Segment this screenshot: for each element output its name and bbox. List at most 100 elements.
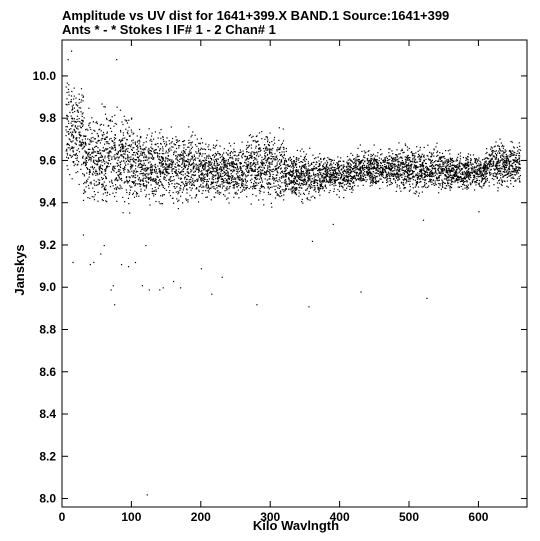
data-point <box>355 161 356 162</box>
data-point <box>92 167 93 168</box>
data-point <box>317 180 318 181</box>
data-point <box>254 159 255 160</box>
data-point <box>280 173 281 174</box>
data-point <box>398 165 399 166</box>
data-point <box>347 171 348 172</box>
data-point <box>66 149 67 150</box>
data-point <box>151 179 152 180</box>
data-point <box>101 168 102 169</box>
data-point <box>280 147 281 148</box>
data-point <box>181 154 182 155</box>
data-point <box>221 176 222 177</box>
data-point <box>97 160 98 161</box>
data-point <box>403 184 404 185</box>
data-point <box>394 174 395 175</box>
data-point <box>170 163 171 164</box>
data-point <box>184 156 185 157</box>
data-point <box>247 141 248 142</box>
data-point <box>156 191 157 192</box>
data-point <box>106 162 107 163</box>
data-point <box>406 181 407 182</box>
data-point <box>85 145 86 146</box>
data-point <box>330 190 331 191</box>
data-point <box>202 167 203 168</box>
data-point <box>126 177 127 178</box>
data-point <box>344 189 345 190</box>
data-point <box>137 183 138 184</box>
data-point <box>176 175 177 176</box>
data-point <box>115 184 116 185</box>
data-point <box>368 155 369 156</box>
data-point <box>384 158 385 159</box>
data-point <box>379 172 380 173</box>
data-point <box>404 164 405 165</box>
data-point <box>172 173 173 174</box>
data-point <box>269 188 270 189</box>
data-point <box>444 161 445 162</box>
data-point <box>104 150 105 151</box>
data-point <box>442 181 443 182</box>
data-point <box>304 180 305 181</box>
data-point <box>391 160 392 161</box>
data-point <box>348 174 349 175</box>
data-point <box>222 166 223 167</box>
data-point <box>417 156 418 157</box>
data-point <box>298 169 299 170</box>
data-point <box>208 187 209 188</box>
data-point <box>314 187 315 188</box>
data-point <box>243 187 244 188</box>
data-point <box>284 162 285 163</box>
data-point <box>318 160 319 161</box>
data-point <box>359 163 360 164</box>
data-point <box>319 172 320 173</box>
data-point <box>142 153 143 154</box>
data-point <box>410 171 411 172</box>
data-point <box>362 179 363 180</box>
data-point <box>298 158 299 159</box>
data-point <box>248 147 249 148</box>
data-point <box>153 139 154 140</box>
data-point <box>277 147 278 148</box>
data-point <box>193 163 194 164</box>
data-point <box>377 155 378 156</box>
data-point <box>183 189 184 190</box>
data-point <box>268 187 269 188</box>
data-point <box>265 156 266 157</box>
data-point <box>376 181 377 182</box>
data-point <box>132 176 133 177</box>
data-point <box>306 189 307 190</box>
data-point <box>336 176 337 177</box>
data-point <box>183 144 184 145</box>
data-point <box>160 182 161 183</box>
data-point <box>372 162 373 163</box>
data-point <box>187 182 188 183</box>
data-point <box>388 163 389 164</box>
data-point <box>72 148 73 149</box>
data-point <box>140 167 141 168</box>
data-point <box>441 160 442 161</box>
data-point <box>104 144 105 145</box>
data-point <box>176 148 177 149</box>
data-point <box>442 156 443 157</box>
data-point <box>145 196 146 197</box>
data-point <box>264 144 265 145</box>
data-point <box>172 147 173 148</box>
data-point <box>265 160 266 161</box>
data-point <box>233 167 234 168</box>
data-point <box>164 166 165 167</box>
data-point <box>410 186 411 187</box>
data-point <box>392 153 393 154</box>
data-point <box>405 179 406 180</box>
data-point <box>215 168 216 169</box>
data-point <box>169 184 170 185</box>
data-point <box>422 166 423 167</box>
data-point <box>151 133 152 134</box>
data-point <box>350 166 351 167</box>
data-point <box>212 155 213 156</box>
data-point <box>414 164 415 165</box>
data-point <box>409 184 410 185</box>
data-point <box>291 159 292 160</box>
data-point <box>226 199 227 200</box>
data-point <box>158 159 159 160</box>
data-point <box>206 160 207 161</box>
